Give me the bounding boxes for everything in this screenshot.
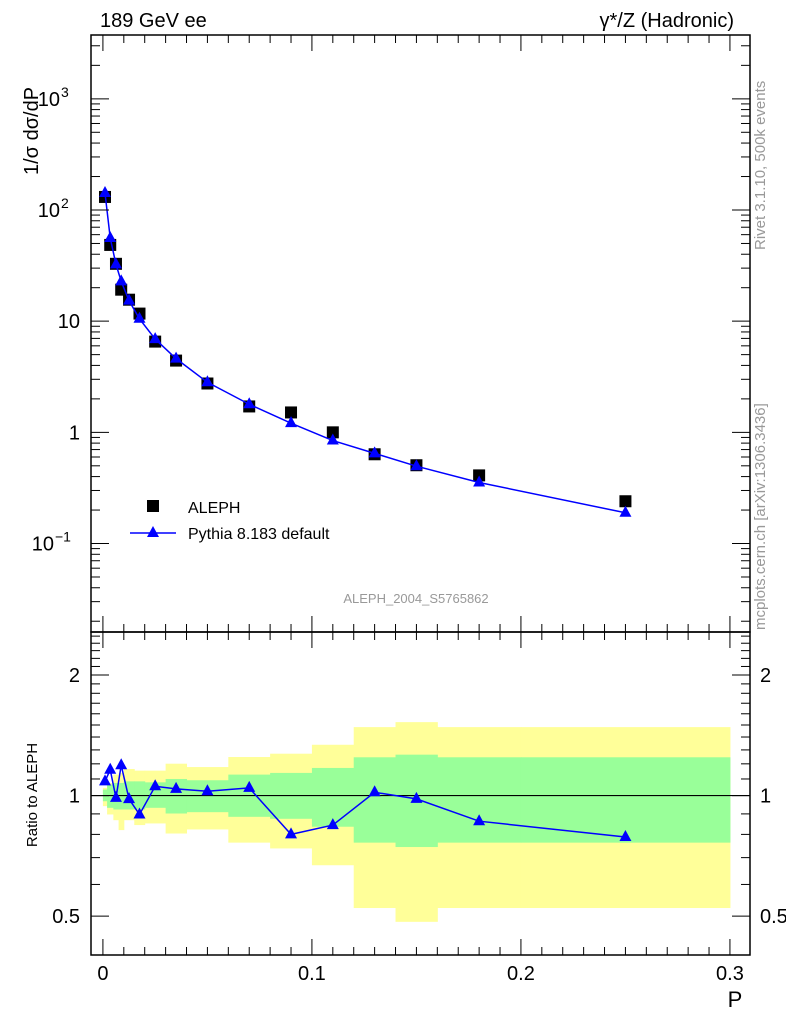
x-axis-label: P	[728, 987, 743, 1012]
x-tick-label: 0	[97, 963, 108, 985]
header-left-title: 189 GeV ee	[100, 10, 207, 32]
pythia-data-point	[619, 505, 632, 517]
pythia-data-point	[243, 397, 256, 409]
ratio-data-point	[133, 807, 146, 819]
pythia-data-point	[123, 293, 136, 305]
pythia-data-point	[410, 459, 423, 471]
ratio-data-point	[473, 814, 486, 826]
ratio-line	[104, 765, 626, 838]
pythia-data-point	[99, 186, 112, 198]
ratio-data-point	[619, 830, 632, 842]
ratio-data-point	[285, 827, 298, 839]
ratio-y-tick-label-right: 1	[760, 786, 771, 808]
pythia-data-point	[133, 311, 146, 323]
ratio-y-tick-label-right: 2	[760, 665, 771, 687]
pythia-data-point	[115, 274, 128, 286]
ratio-frame	[90, 631, 751, 956]
pythia-data-point	[201, 375, 214, 387]
main-y-tick-label: 10	[38, 89, 60, 111]
pythia-line	[104, 192, 626, 514]
pythia-data-point	[104, 230, 117, 242]
aleph-data-point	[619, 495, 632, 508]
aleph-data-point	[326, 426, 339, 439]
legend-pythia-label: Pythia 8.183 default	[188, 526, 330, 543]
ratio-y-tick-label-left: 1	[69, 786, 80, 808]
legend-aleph-marker	[147, 500, 159, 512]
legend: ALEPH Pythia 8.183 default	[130, 500, 330, 543]
main-y-tick-label: 10	[38, 200, 60, 222]
pythia-data-point	[149, 332, 162, 344]
ratio-panel-marks	[99, 758, 632, 842]
x-tick-label: 0.2	[507, 963, 535, 985]
legend-aleph-label: ALEPH	[188, 500, 240, 517]
ratio-data-point	[243, 780, 256, 792]
green-band-bin	[520, 757, 731, 843]
x-tick-label: 0.3	[716, 963, 744, 985]
ratio-data-point	[104, 762, 117, 774]
ratio-y-axis-label: Ratio to ALEPH	[24, 743, 41, 847]
x-tick-label: 0.1	[298, 963, 326, 985]
ratio-data-point	[115, 758, 128, 770]
ratio-data-point	[201, 784, 214, 796]
ratio-data-point	[99, 774, 112, 786]
pythia-data-point	[170, 351, 183, 363]
pythia-data-point	[368, 446, 381, 458]
mcplots-label: mcplots.cern.ch [arXiv:1306.3436]	[752, 403, 769, 630]
rivet-version-label: Rivet 3.1.10, 500k events	[752, 81, 769, 250]
ratio-data-point	[326, 818, 339, 830]
ratio-y-tick-label-right: 0.5	[760, 906, 786, 928]
ratio-y-tick-label-left: 2	[69, 665, 80, 687]
ratio-y-tick-label-left: 0.5	[52, 906, 80, 928]
main-panel-marks	[99, 186, 632, 517]
green-band-bin	[311, 767, 355, 827]
main-y-tick-exponent: 3	[61, 84, 69, 100]
main-y-tick-label: 10	[58, 311, 80, 333]
aleph-data-point	[285, 406, 298, 419]
pythia-data-point	[473, 475, 486, 487]
main-y-tick-label: 10	[32, 534, 54, 556]
ratio-data-point	[170, 781, 183, 793]
green-band-bin	[118, 782, 125, 810]
green-band-bin	[437, 757, 522, 843]
pythia-data-point	[109, 257, 122, 269]
analysis-id-label: ALEPH_2004_S5765862	[343, 591, 488, 606]
ratio-data-point	[149, 779, 162, 791]
aleph-data-point	[115, 283, 128, 296]
main-y-axis-label: 1/σ dσ/dP	[21, 87, 43, 175]
header-right-title: γ*/Z (Hadronic)	[600, 10, 734, 32]
ratio-data-point	[109, 790, 122, 802]
ratio-data-point	[368, 785, 381, 797]
pythia-data-point	[285, 416, 298, 428]
main-y-tick-exponent: 2	[61, 195, 69, 211]
ratio-uncertainty-bands	[91, 722, 750, 922]
pythia-data-point	[326, 433, 339, 445]
ratio-data-point	[410, 791, 423, 803]
aleph-data-point	[473, 469, 486, 482]
legend-pythia-marker	[147, 526, 159, 537]
ratio-data-point	[123, 792, 136, 804]
main-y-tick-label: 1	[69, 422, 80, 444]
main-y-tick-exponent: −1	[55, 529, 71, 545]
green-band-bin	[353, 757, 397, 843]
green-band-bin	[107, 784, 114, 808]
